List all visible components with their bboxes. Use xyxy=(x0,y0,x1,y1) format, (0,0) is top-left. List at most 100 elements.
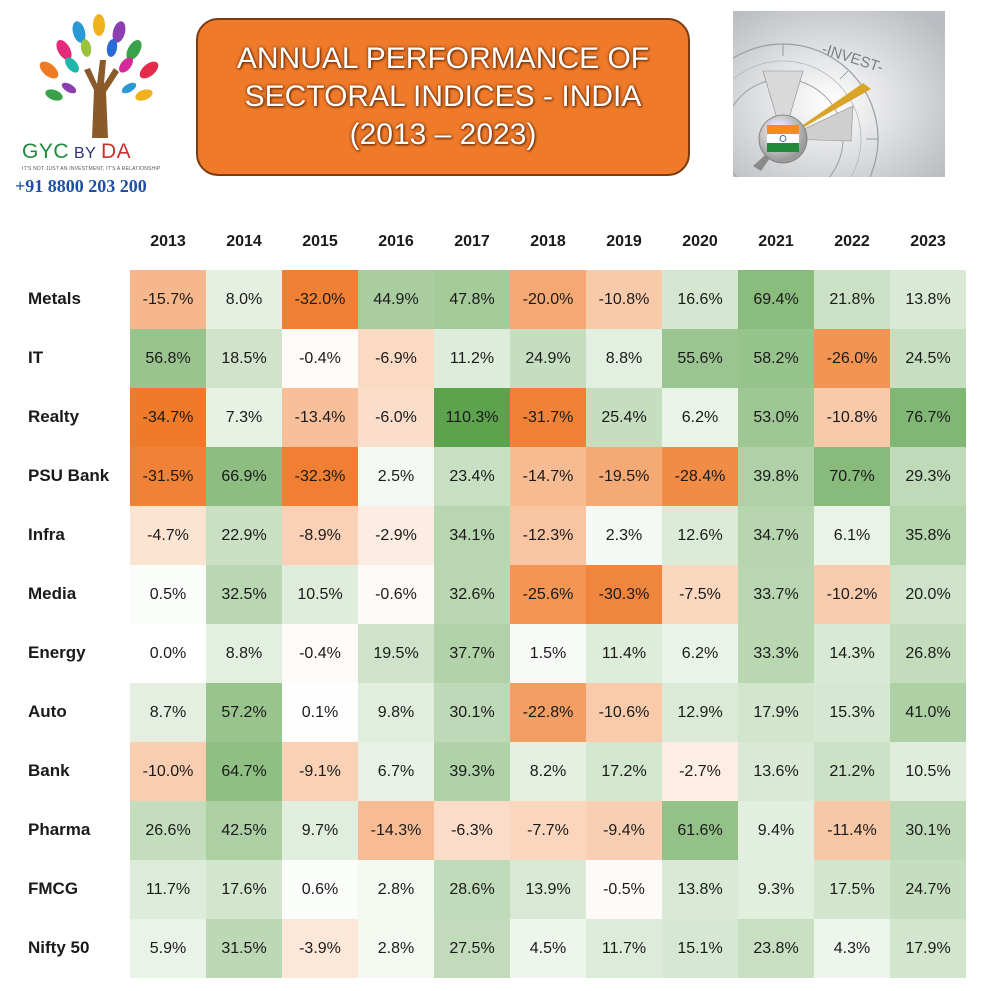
cell-nifty-50-2013: 5.9% xyxy=(130,919,206,978)
cell-nifty-50-2023: 17.9% xyxy=(890,919,966,978)
cell-energy-2017: 37.7% xyxy=(434,624,510,683)
cell-auto-2016: 9.8% xyxy=(358,683,434,742)
cell-metals-2023: 13.8% xyxy=(890,270,966,329)
cell-bank-2023: 10.5% xyxy=(890,742,966,801)
cell-bank-2016: 6.7% xyxy=(358,742,434,801)
cell-infra-2019: 2.3% xyxy=(586,506,662,565)
cell-pharma-2013: 26.6% xyxy=(130,801,206,860)
cell-realty-2017: 110.3% xyxy=(434,388,510,447)
cell-nifty-50-2018: 4.5% xyxy=(510,919,586,978)
cell-fmcg-2018: 13.9% xyxy=(510,860,586,919)
cell-metals-2017: 47.8% xyxy=(434,270,510,329)
cell-metals-2014: 8.0% xyxy=(206,270,282,329)
cell-metals-2018: -20.0% xyxy=(510,270,586,329)
row-label-infra: Infra xyxy=(28,525,65,544)
cell-nifty-50-2016: 2.8% xyxy=(358,919,434,978)
year-header-2020: 2020 xyxy=(682,233,718,250)
cell-bank-2021: 13.6% xyxy=(738,742,814,801)
cell-media-2021: 33.7% xyxy=(738,565,814,624)
cell-auto-2018: -22.8% xyxy=(510,683,586,742)
row-label-auto: Auto xyxy=(28,702,67,721)
cell-realty-2023: 76.7% xyxy=(890,388,966,447)
cell-psu-bank-2023: 29.3% xyxy=(890,447,966,506)
cell-fmcg-2015: 0.6% xyxy=(282,860,358,919)
cell-media-2013: 0.5% xyxy=(130,565,206,624)
brand-tagline: IT'S NOT JUST AN INVESTMENT, IT'S A RELA… xyxy=(22,166,161,172)
title-line-1: ANNUAL PERFORMANCE OF xyxy=(236,42,650,75)
year-header-2022: 2022 xyxy=(834,233,870,250)
cell-media-2020: -7.5% xyxy=(662,565,738,624)
cell-energy-2014: 8.8% xyxy=(206,624,282,683)
cell-bank-2017: 39.3% xyxy=(434,742,510,801)
cell-pharma-2019: -9.4% xyxy=(586,801,662,860)
cell-fmcg-2019: -0.5% xyxy=(586,860,662,919)
compass-icon: -INVEST- xyxy=(733,11,945,177)
title-line-2: SECTORAL INDICES - INDIA xyxy=(244,80,642,113)
cell-energy-2013: 0.0% xyxy=(130,624,206,683)
cell-realty-2019: 25.4% xyxy=(586,388,662,447)
cell-metals-2016: 44.9% xyxy=(358,270,434,329)
cell-media-2023: 20.0% xyxy=(890,565,966,624)
cell-realty-2015: -13.4% xyxy=(282,388,358,447)
cell-auto-2017: 30.1% xyxy=(434,683,510,742)
logo: GYC BY DA IT'S NOT JUST AN INVESTMENT, I… xyxy=(14,10,184,200)
year-header-2019: 2019 xyxy=(606,233,642,250)
cell-media-2017: 32.6% xyxy=(434,565,510,624)
title-box: ANNUAL PERFORMANCE OF SECTORAL INDICES -… xyxy=(196,18,690,176)
cell-it-2016: -6.9% xyxy=(358,329,434,388)
cell-energy-2023: 26.8% xyxy=(890,624,966,683)
row-label-metals: Metals xyxy=(28,289,81,308)
cell-infra-2014: 22.9% xyxy=(206,506,282,565)
cell-auto-2019: -10.6% xyxy=(586,683,662,742)
year-header-2017: 2017 xyxy=(454,233,490,250)
cell-infra-2020: 12.6% xyxy=(662,506,738,565)
cell-auto-2023: 41.0% xyxy=(890,683,966,742)
cell-media-2016: -0.6% xyxy=(358,565,434,624)
year-header-2015: 2015 xyxy=(302,233,338,250)
cell-fmcg-2022: 17.5% xyxy=(814,860,890,919)
cell-psu-bank-2014: 66.9% xyxy=(206,447,282,506)
cell-psu-bank-2013: -31.5% xyxy=(130,447,206,506)
cell-metals-2020: 16.6% xyxy=(662,270,738,329)
cell-it-2013: 56.8% xyxy=(130,329,206,388)
cell-auto-2013: 8.7% xyxy=(130,683,206,742)
cell-fmcg-2023: 24.7% xyxy=(890,860,966,919)
cell-energy-2022: 14.3% xyxy=(814,624,890,683)
row-label-bank: Bank xyxy=(28,761,70,780)
cell-metals-2021: 69.4% xyxy=(738,270,814,329)
cell-realty-2022: -10.8% xyxy=(814,388,890,447)
cell-realty-2014: 7.3% xyxy=(206,388,282,447)
cell-bank-2020: -2.7% xyxy=(662,742,738,801)
cell-pharma-2014: 42.5% xyxy=(206,801,282,860)
cell-media-2014: 32.5% xyxy=(206,565,282,624)
cell-fmcg-2020: 13.8% xyxy=(662,860,738,919)
cell-energy-2015: -0.4% xyxy=(282,624,358,683)
cell-infra-2013: -4.7% xyxy=(130,506,206,565)
cell-metals-2019: -10.8% xyxy=(586,270,662,329)
row-label-realty: Realty xyxy=(28,407,80,426)
row-label-energy: Energy xyxy=(28,643,86,662)
year-header-2021: 2021 xyxy=(758,233,794,250)
cell-auto-2021: 17.9% xyxy=(738,683,814,742)
cell-it-2017: 11.2% xyxy=(434,329,510,388)
brand-by: BY xyxy=(69,145,101,162)
cell-psu-bank-2021: 39.8% xyxy=(738,447,814,506)
year-header-2014: 2014 xyxy=(226,233,262,250)
cell-it-2019: 8.8% xyxy=(586,329,662,388)
cell-energy-2016: 19.5% xyxy=(358,624,434,683)
cell-fmcg-2017: 28.6% xyxy=(434,860,510,919)
cell-media-2015: 10.5% xyxy=(282,565,358,624)
cell-pharma-2020: 61.6% xyxy=(662,801,738,860)
cell-infra-2015: -8.9% xyxy=(282,506,358,565)
cell-auto-2015: 0.1% xyxy=(282,683,358,742)
cell-fmcg-2016: 2.8% xyxy=(358,860,434,919)
cell-auto-2020: 12.9% xyxy=(662,683,738,742)
cell-it-2021: 58.2% xyxy=(738,329,814,388)
cell-realty-2016: -6.0% xyxy=(358,388,434,447)
cell-it-2015: -0.4% xyxy=(282,329,358,388)
cell-media-2018: -25.6% xyxy=(510,565,586,624)
cell-infra-2018: -12.3% xyxy=(510,506,586,565)
cell-infra-2023: 35.8% xyxy=(890,506,966,565)
cell-it-2014: 18.5% xyxy=(206,329,282,388)
brand-name: GYC BY DA xyxy=(22,140,131,164)
